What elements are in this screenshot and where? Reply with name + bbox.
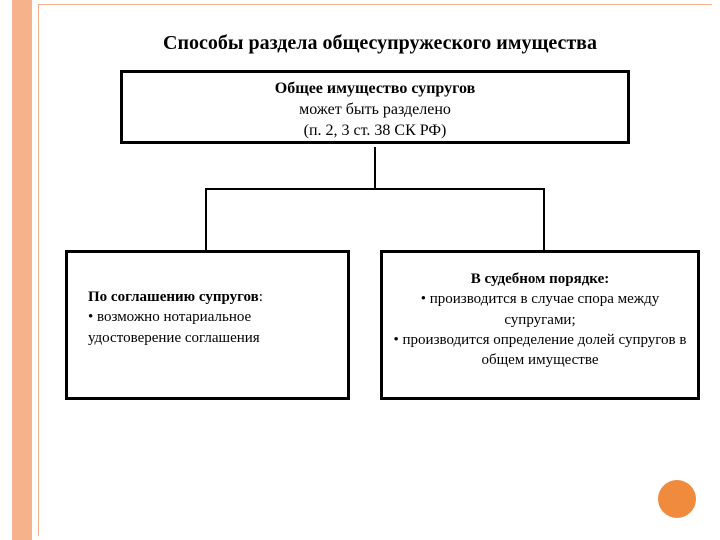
root-line2: может быть разделено	[123, 100, 627, 121]
connector-to-left	[205, 188, 207, 250]
right-bullet-2: • производится определение долей супруго…	[393, 330, 687, 371]
right-heading: В судебном порядке:	[393, 269, 687, 289]
page-title: Способы раздела общесупружеского имущест…	[100, 32, 660, 55]
slide-number-circle-icon	[658, 480, 696, 518]
right-node: В судебном порядке: • производится в слу…	[380, 250, 700, 400]
frame-line-top	[38, 4, 712, 5]
left-bullet-1: • возможно нотариальное удостоверение со…	[88, 309, 260, 345]
frame-line-left	[38, 4, 39, 536]
left-heading-suffix: :	[259, 289, 263, 305]
left-heading: По соглашению супругов	[88, 289, 259, 305]
accent-stripe	[12, 0, 32, 540]
root-line1: Общее имущество супругов	[123, 79, 627, 100]
root-line3: (п. 2, 3 ст. 38 СК РФ)	[123, 121, 627, 142]
left-node: По соглашению супругов: • возможно нотар…	[65, 250, 350, 400]
right-bullet-1: • производится в случае спора между супр…	[393, 289, 687, 330]
connector-to-right	[543, 188, 545, 250]
connector-main	[374, 147, 376, 189]
connector-horizontal	[205, 188, 545, 190]
root-node: Общее имущество супругов может быть разд…	[120, 70, 630, 144]
